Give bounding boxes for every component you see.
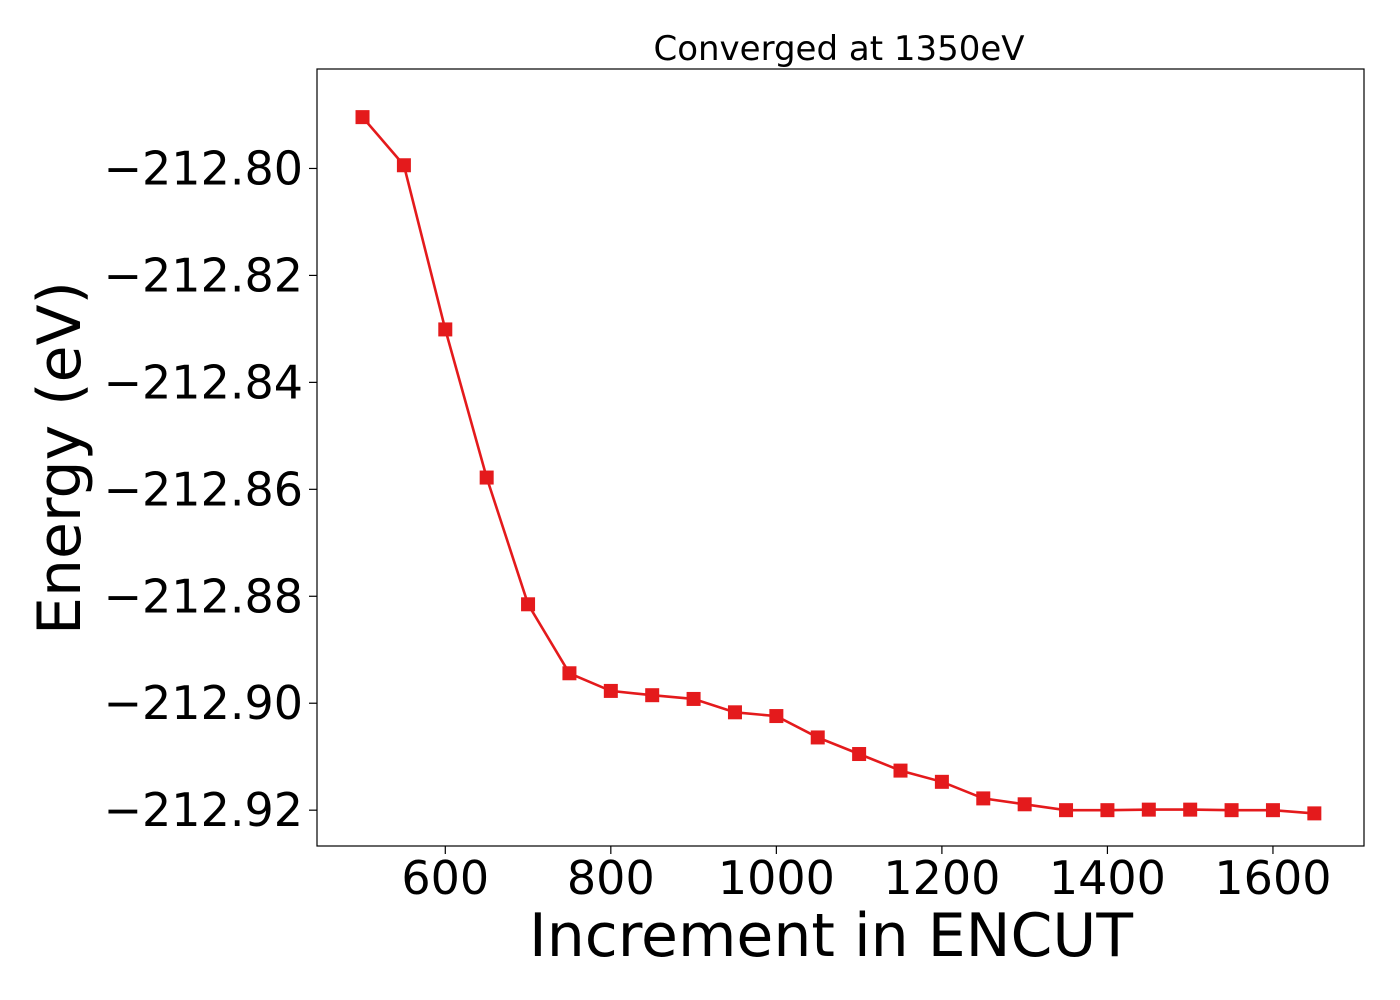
data-point [1059,803,1074,818]
x-tick-label: 1000 [718,851,835,905]
data-point [1183,802,1198,817]
data-point [1141,802,1156,817]
x-tick-label: 600 [401,851,489,905]
y-tick-label: −212.84 [104,355,304,409]
y-tick-label: −212.82 [104,248,304,302]
x-tick-label: 1600 [1214,851,1331,905]
data-point [1100,803,1115,818]
plot-frame [316,68,1365,847]
data-point [396,158,411,173]
x-tick-label: 800 [567,851,655,905]
data-point [1224,803,1239,818]
data-point [562,666,577,681]
data-point [603,683,618,698]
y-axis: −212.80 −212.82 −212.84 −212.86 −212.88 −212.… [104,141,317,837]
data-point [852,747,867,762]
x-tick-label: 1400 [1049,851,1166,905]
data-point [976,791,991,806]
data-point [645,688,660,703]
chart-title: Converged at 1350eV [653,29,1024,69]
y-tick-label: −212.90 [104,676,304,730]
x-axis: 600 800 1000 1200 1400 1600 [401,846,1331,905]
y-axis-label: Energy (eV) [25,281,95,635]
data-point [438,322,453,337]
data-point [893,763,908,778]
data-point [934,774,949,789]
data-point [521,597,536,612]
y-tick-label: −212.88 [104,569,304,623]
data-point [686,691,701,706]
series-layer [355,110,1322,821]
data-point [769,709,784,724]
series-line [361,116,1315,815]
data-point [810,730,825,745]
data-point [1017,797,1032,812]
x-tick-label: 1200 [883,851,1000,905]
y-tick-label: −212.92 [104,783,304,837]
data-point [479,470,494,485]
x-axis-label: Increment in ENCUT [529,901,1133,971]
y-tick-label: −212.80 [104,141,304,195]
data-point [355,110,370,125]
data-point [727,705,742,720]
y-tick-label: −212.86 [104,462,304,516]
data-point [1265,803,1280,818]
data-point [1307,806,1322,821]
